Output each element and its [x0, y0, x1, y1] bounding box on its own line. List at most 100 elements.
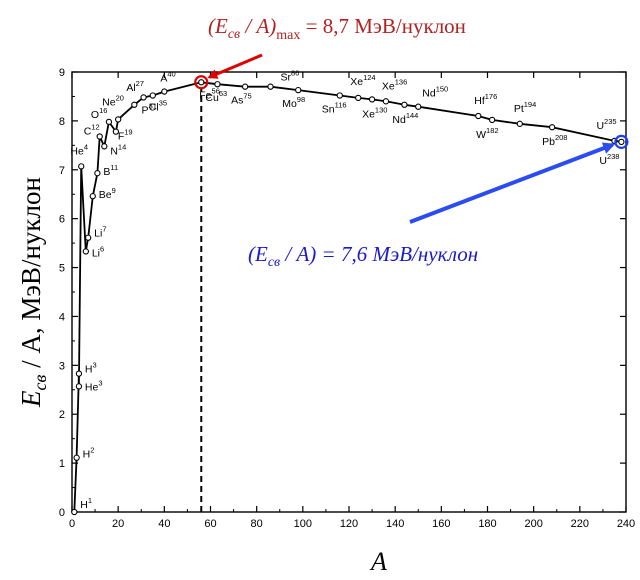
- point-label-symbol: U: [596, 120, 604, 132]
- point-label-symbol: Xe: [350, 76, 363, 88]
- data-point: [140, 94, 147, 101]
- data-point: [618, 138, 625, 146]
- data-points: [71, 79, 625, 516]
- point-label-symbol: He: [85, 381, 99, 393]
- point-labels: H1H2H3He3He4Li6Li7Be9B11C12N14O16F19Ne20…: [70, 69, 619, 511]
- point-label: H1: [80, 496, 92, 511]
- point-label-symbol: W: [476, 129, 486, 141]
- point-label-symbol: F: [118, 131, 124, 143]
- data-point: [198, 79, 205, 86]
- max-marker: [194, 75, 209, 90]
- point-label-mass: 40: [167, 70, 175, 79]
- point-label-symbol: U: [599, 155, 607, 167]
- data-point: [241, 83, 249, 90]
- point-label-mass: 75: [243, 92, 251, 101]
- point-label: He4: [70, 142, 88, 157]
- data-point: [96, 133, 103, 140]
- point-label-symbol: H: [83, 449, 91, 461]
- point-label-mass: 3: [98, 378, 102, 387]
- x-tick-label: 80: [251, 518, 263, 530]
- point-label-symbol: Pb: [542, 136, 555, 148]
- data-point: [73, 454, 80, 461]
- point-label-symbol: P: [142, 104, 149, 116]
- point-label: Nd144: [392, 111, 418, 126]
- data-point: [112, 128, 120, 135]
- point-label-symbol: H: [80, 499, 88, 511]
- point-label-mass: 98: [297, 95, 305, 104]
- point-label-symbol: Cu: [205, 92, 219, 104]
- point-label-mass: 235: [604, 117, 617, 126]
- u-annot-part-2: св: [268, 255, 280, 270]
- point-label-mass: 9: [112, 186, 116, 195]
- point-label: H3: [85, 361, 97, 376]
- y-tick-label: 4: [59, 311, 65, 323]
- point-label: U235: [596, 117, 616, 132]
- y-axis-title: Eсв / A, МэВ/нуклон: [16, 177, 50, 408]
- data-point: [85, 234, 92, 241]
- x-tick-label: 40: [158, 518, 170, 530]
- data-point: [101, 143, 108, 150]
- point-label: Xe136: [382, 77, 407, 92]
- series-line: [73, 81, 622, 513]
- point-label: C12: [84, 123, 100, 138]
- point-label: H2: [83, 446, 95, 461]
- data-point: [548, 124, 556, 131]
- point-label-mass: 3: [93, 361, 97, 370]
- uranium-annotation: (Eсв / A) = 7,6 МэВ/нуклон: [248, 242, 478, 270]
- data-point: [75, 383, 83, 390]
- uranium-marker: [614, 134, 629, 150]
- point-label-mass: 238: [607, 152, 620, 161]
- x-tick-label: 20: [112, 518, 124, 530]
- data-point: [105, 118, 113, 126]
- point-label-symbol: Al: [126, 82, 135, 94]
- binding-curve: [73, 81, 622, 513]
- max-annot-part-2: св: [228, 27, 240, 42]
- point-label-symbol: He: [70, 145, 84, 157]
- x-tick-label: 140: [386, 518, 404, 530]
- point-label-mass: 20: [116, 93, 124, 102]
- x-tick-label: 220: [571, 518, 589, 530]
- point-label: P31: [142, 101, 157, 116]
- data-point: [475, 112, 482, 120]
- point-label: U238: [599, 152, 619, 167]
- point-label-symbol: Mo: [282, 98, 297, 110]
- data-point: [516, 120, 523, 127]
- point-label-symbol: Sn: [322, 103, 335, 115]
- point-label-mass: 7: [102, 225, 106, 234]
- x-tick-label: 200: [524, 518, 542, 530]
- data-point: [131, 101, 138, 108]
- point-label-mass: 27: [136, 79, 144, 88]
- point-label: Pt194: [514, 100, 536, 115]
- point-label-mass: 144: [406, 111, 419, 120]
- point-label: Li7: [94, 225, 106, 240]
- point-label: Xe124: [350, 73, 375, 88]
- y-axis-title-rest: / A, МэВ/нуклон: [16, 177, 46, 375]
- point-label-mass: 194: [524, 100, 537, 109]
- point-label-symbol: Ne: [102, 96, 116, 108]
- point-label-mass: 63: [219, 89, 227, 98]
- data-point: [89, 193, 96, 200]
- data-point: [415, 103, 422, 110]
- point-label-symbol: Cl: [149, 101, 159, 113]
- point-label-symbol: Nd: [422, 88, 436, 100]
- point-label-mass: 6: [100, 244, 104, 253]
- point-label-symbol: O: [91, 109, 99, 121]
- u-annot-part-1: (E: [248, 242, 268, 266]
- x-tick-label: 120: [340, 518, 358, 530]
- point-label: As75: [231, 92, 252, 107]
- point-label-symbol: Fe: [199, 89, 211, 101]
- data-point: [336, 92, 343, 99]
- point-label-symbol: C: [84, 126, 92, 138]
- max-annot-part-5: = 8,7 МэВ/нуклон: [300, 14, 466, 38]
- x-tick-label: 60: [204, 518, 216, 530]
- data-point: [401, 101, 408, 108]
- point-label-mass: 130: [375, 105, 388, 114]
- x-tick-label: 0: [69, 518, 75, 530]
- point-label-symbol: B: [103, 166, 110, 178]
- y-tick-label: 2: [59, 409, 65, 421]
- point-label: Sn116: [322, 100, 347, 115]
- data-point: [75, 370, 83, 377]
- point-label: Xe130: [362, 105, 387, 120]
